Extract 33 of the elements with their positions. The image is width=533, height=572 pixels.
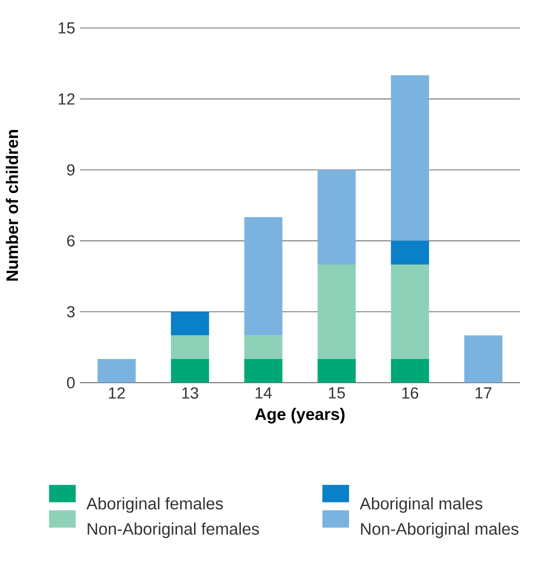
y-axis-title: Number of children (6, 130, 18, 281)
y-tick-label: 15 (58, 22, 74, 34)
bar (317, 170, 356, 264)
bar (317, 359, 356, 383)
y-tick-label: 0 (66, 377, 75, 388)
legend-label: Non-Aboriginal males (360, 522, 518, 538)
bar (244, 217, 282, 336)
bar (464, 335, 502, 383)
legend-label: Aboriginal males (360, 497, 482, 513)
y-tick-label: 9 (66, 164, 74, 176)
bar (244, 359, 282, 383)
x-tick-label: 14 (255, 387, 272, 398)
x-tick-label: 16 (402, 387, 418, 399)
bar (170, 312, 209, 336)
bar (390, 240, 429, 264)
legend-label: Non-Aboriginal females (88, 522, 259, 538)
bar (244, 335, 282, 360)
y-tick-label: 12 (58, 93, 74, 105)
bar (97, 359, 136, 383)
bar (317, 264, 356, 360)
bar (390, 75, 429, 241)
legend-label: Aboriginal females (86, 497, 223, 513)
x-tick-label: 15 (328, 387, 345, 399)
bar (390, 264, 429, 360)
y-tick-label: 3 (66, 306, 74, 318)
x-tick-label: 12 (108, 387, 125, 399)
x-tick-label: 17 (475, 387, 492, 398)
bar (170, 359, 209, 383)
x-axis-title: Age (years) (254, 408, 344, 424)
y-tick-label: 6 (67, 235, 74, 246)
x-tick-label: 13 (182, 387, 198, 399)
bar (170, 335, 209, 360)
bar (390, 359, 429, 383)
